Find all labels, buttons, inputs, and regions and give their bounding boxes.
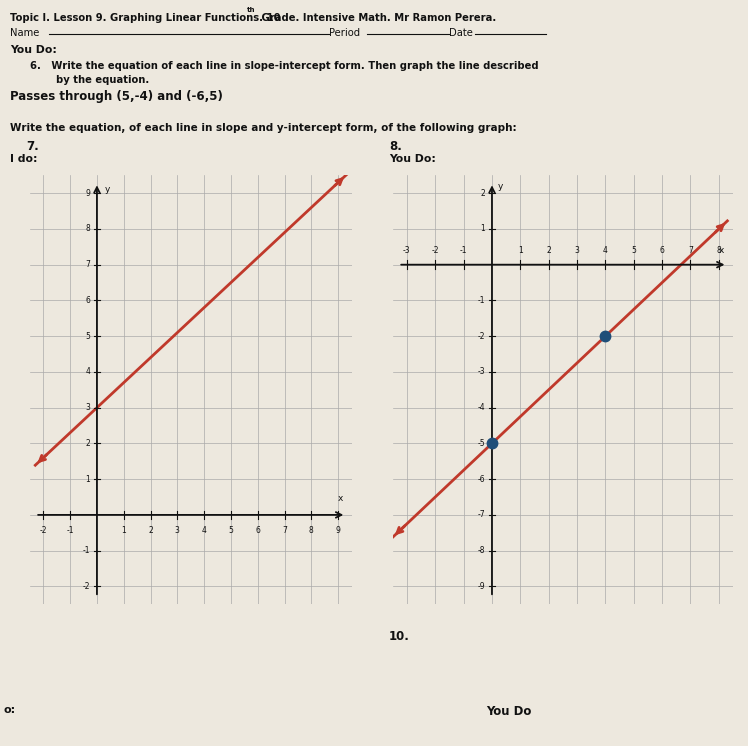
Text: o:: o: bbox=[4, 705, 16, 715]
Text: 2: 2 bbox=[148, 526, 153, 535]
Text: 2: 2 bbox=[546, 245, 551, 254]
Text: -3: -3 bbox=[403, 245, 411, 254]
Text: -3: -3 bbox=[477, 368, 485, 377]
Text: -4: -4 bbox=[477, 403, 485, 412]
Text: 5: 5 bbox=[85, 332, 91, 341]
Text: 1: 1 bbox=[480, 225, 485, 233]
Text: -9: -9 bbox=[477, 582, 485, 591]
Text: 10.: 10. bbox=[389, 630, 410, 643]
Text: 2: 2 bbox=[85, 439, 91, 448]
Text: -1: -1 bbox=[477, 296, 485, 305]
Text: 2: 2 bbox=[480, 189, 485, 198]
Text: 1: 1 bbox=[85, 474, 91, 483]
Text: 8: 8 bbox=[85, 225, 91, 233]
Text: 8.: 8. bbox=[389, 140, 402, 153]
Text: 4: 4 bbox=[202, 526, 206, 535]
Text: 1: 1 bbox=[518, 245, 523, 254]
Text: th: th bbox=[247, 7, 255, 13]
Text: -2: -2 bbox=[477, 332, 485, 341]
Text: 5: 5 bbox=[228, 526, 233, 535]
Text: 4: 4 bbox=[85, 368, 91, 377]
Text: 8: 8 bbox=[309, 526, 313, 535]
Text: -5: -5 bbox=[477, 439, 485, 448]
Text: 3: 3 bbox=[574, 245, 580, 254]
Text: -1: -1 bbox=[460, 245, 468, 254]
Text: 4: 4 bbox=[603, 245, 608, 254]
Text: -1: -1 bbox=[67, 526, 74, 535]
Text: by the equation.: by the equation. bbox=[56, 75, 150, 84]
Text: y: y bbox=[105, 185, 110, 194]
Text: x: x bbox=[719, 245, 724, 254]
Text: I do:: I do: bbox=[10, 154, 37, 164]
Text: 1: 1 bbox=[121, 526, 126, 535]
Text: 9: 9 bbox=[336, 526, 340, 535]
Text: Date: Date bbox=[449, 28, 473, 38]
Text: 7.: 7. bbox=[26, 140, 39, 153]
Text: -7: -7 bbox=[477, 510, 485, 519]
Text: -8: -8 bbox=[477, 546, 485, 555]
Text: 8: 8 bbox=[717, 245, 721, 254]
Text: 7: 7 bbox=[282, 526, 287, 535]
Text: 6: 6 bbox=[85, 296, 91, 305]
Text: 6: 6 bbox=[255, 526, 260, 535]
Text: 7: 7 bbox=[85, 260, 91, 269]
Text: Topic I. Lesson 9. Graphing Linear Functions. 10: Topic I. Lesson 9. Graphing Linear Funct… bbox=[10, 13, 280, 23]
Text: Period: Period bbox=[329, 28, 361, 38]
Text: You Do:: You Do: bbox=[389, 154, 436, 164]
Text: 3: 3 bbox=[175, 526, 180, 535]
Text: -2: -2 bbox=[40, 526, 47, 535]
Text: Passes through (5,-4) and (-6,5): Passes through (5,-4) and (-6,5) bbox=[10, 90, 223, 102]
Text: You Do: You Do bbox=[486, 705, 532, 718]
Text: 5: 5 bbox=[631, 245, 637, 254]
Text: 9: 9 bbox=[85, 189, 91, 198]
Text: 3: 3 bbox=[85, 403, 91, 412]
Text: -1: -1 bbox=[83, 546, 91, 555]
Text: -6: -6 bbox=[477, 474, 485, 483]
Text: You Do:: You Do: bbox=[10, 45, 57, 54]
Text: Grade. Intensive Math. Mr Ramon Perera.: Grade. Intensive Math. Mr Ramon Perera. bbox=[258, 13, 496, 23]
Text: -2: -2 bbox=[83, 582, 91, 591]
Text: y: y bbox=[497, 181, 503, 190]
Text: Write the equation, of each line in slope and y-intercept form, of the following: Write the equation, of each line in slop… bbox=[10, 123, 516, 133]
Text: Name: Name bbox=[10, 28, 39, 38]
Text: -2: -2 bbox=[432, 245, 439, 254]
Text: 6.   Write the equation of each line in slope-intercept form. Then graph the lin: 6. Write the equation of each line in sl… bbox=[30, 61, 539, 71]
Text: 7: 7 bbox=[688, 245, 693, 254]
Text: x: x bbox=[338, 495, 343, 504]
Text: 6: 6 bbox=[660, 245, 664, 254]
